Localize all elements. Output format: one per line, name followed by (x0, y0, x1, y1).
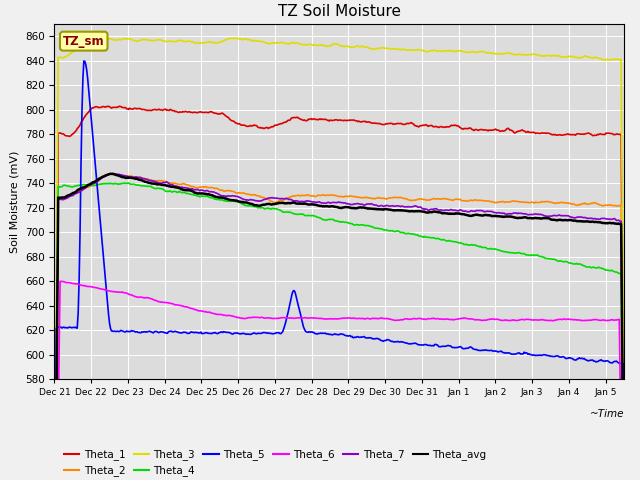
Line: Theta_7: Theta_7 (54, 174, 624, 480)
Theta_2 (432, 196, 440, 202)
Theta_1 (198, 109, 205, 115)
Theta_3 (481, 49, 488, 55)
Theta_5 (309, 330, 317, 336)
Theta_avg (432, 209, 440, 215)
Theta_1 (481, 127, 488, 133)
Theta_4 (432, 236, 440, 241)
Text: TZ_sm: TZ_sm (63, 35, 104, 48)
Theta_6 (432, 316, 440, 322)
Theta_6 (309, 315, 317, 321)
Line: Theta_6: Theta_6 (54, 281, 624, 480)
Theta_1 (309, 116, 317, 122)
Theta_2 (387, 195, 395, 201)
Theta_2 (198, 184, 205, 190)
Theta_avg (198, 191, 205, 196)
Theta_4 (198, 193, 205, 199)
Line: Theta_4: Theta_4 (54, 183, 624, 480)
Theta_2 (152, 178, 160, 184)
Theta_7 (109, 171, 117, 177)
Theta_7 (152, 179, 160, 185)
Theta_5 (387, 338, 395, 344)
Theta_3 (387, 46, 395, 52)
Theta_7 (481, 209, 488, 215)
Theta_7 (198, 187, 205, 193)
Y-axis label: Soil Moisture (mV): Soil Moisture (mV) (10, 150, 19, 253)
Theta_4 (125, 180, 132, 186)
Theta_avg (107, 171, 115, 177)
Theta_5 (198, 331, 205, 336)
Theta_6 (152, 298, 160, 303)
Line: Theta_3: Theta_3 (54, 38, 624, 480)
Theta_3 (432, 48, 440, 53)
Theta_avg (152, 181, 160, 187)
Theta_3 (309, 42, 317, 48)
Theta_6 (57, 278, 65, 284)
Theta_7 (432, 206, 440, 212)
Theta_4 (387, 228, 395, 234)
Line: Theta_avg: Theta_avg (54, 174, 624, 480)
Line: Theta_1: Theta_1 (54, 106, 624, 480)
Theta_1 (432, 123, 440, 129)
Theta_7 (387, 203, 395, 209)
Theta_3 (151, 37, 159, 43)
Theta_5 (481, 348, 488, 353)
Theta_6 (481, 317, 488, 323)
Theta_3 (231, 35, 239, 41)
Line: Theta_5: Theta_5 (54, 61, 624, 480)
Theta_2 (309, 193, 317, 199)
Theta_avg (481, 212, 488, 218)
Title: TZ Soil Moisture: TZ Soil Moisture (278, 4, 401, 19)
Theta_1 (115, 103, 123, 109)
Theta_5 (432, 341, 440, 347)
Line: Theta_2: Theta_2 (54, 174, 624, 480)
Theta_7 (309, 199, 317, 205)
Theta_2 (106, 171, 113, 177)
Theta_avg (387, 207, 395, 213)
Theta_3 (197, 40, 205, 46)
Theta_1 (152, 107, 160, 113)
Theta_4 (309, 213, 317, 218)
Theta_2 (481, 198, 488, 204)
Theta_5 (80, 58, 88, 64)
Theta_1 (387, 120, 395, 126)
Text: ~Time: ~Time (589, 409, 624, 420)
Theta_6 (387, 316, 395, 322)
Theta_4 (152, 186, 160, 192)
Legend: Theta_1, Theta_2, Theta_3, Theta_4, Theta_5, Theta_6, Theta_7, Theta_avg: Theta_1, Theta_2, Theta_3, Theta_4, Thet… (60, 445, 491, 480)
Theta_6 (198, 308, 205, 314)
Theta_avg (309, 202, 317, 207)
Theta_5 (152, 329, 160, 335)
Theta_3 (620, 443, 628, 449)
Theta_4 (481, 244, 488, 250)
